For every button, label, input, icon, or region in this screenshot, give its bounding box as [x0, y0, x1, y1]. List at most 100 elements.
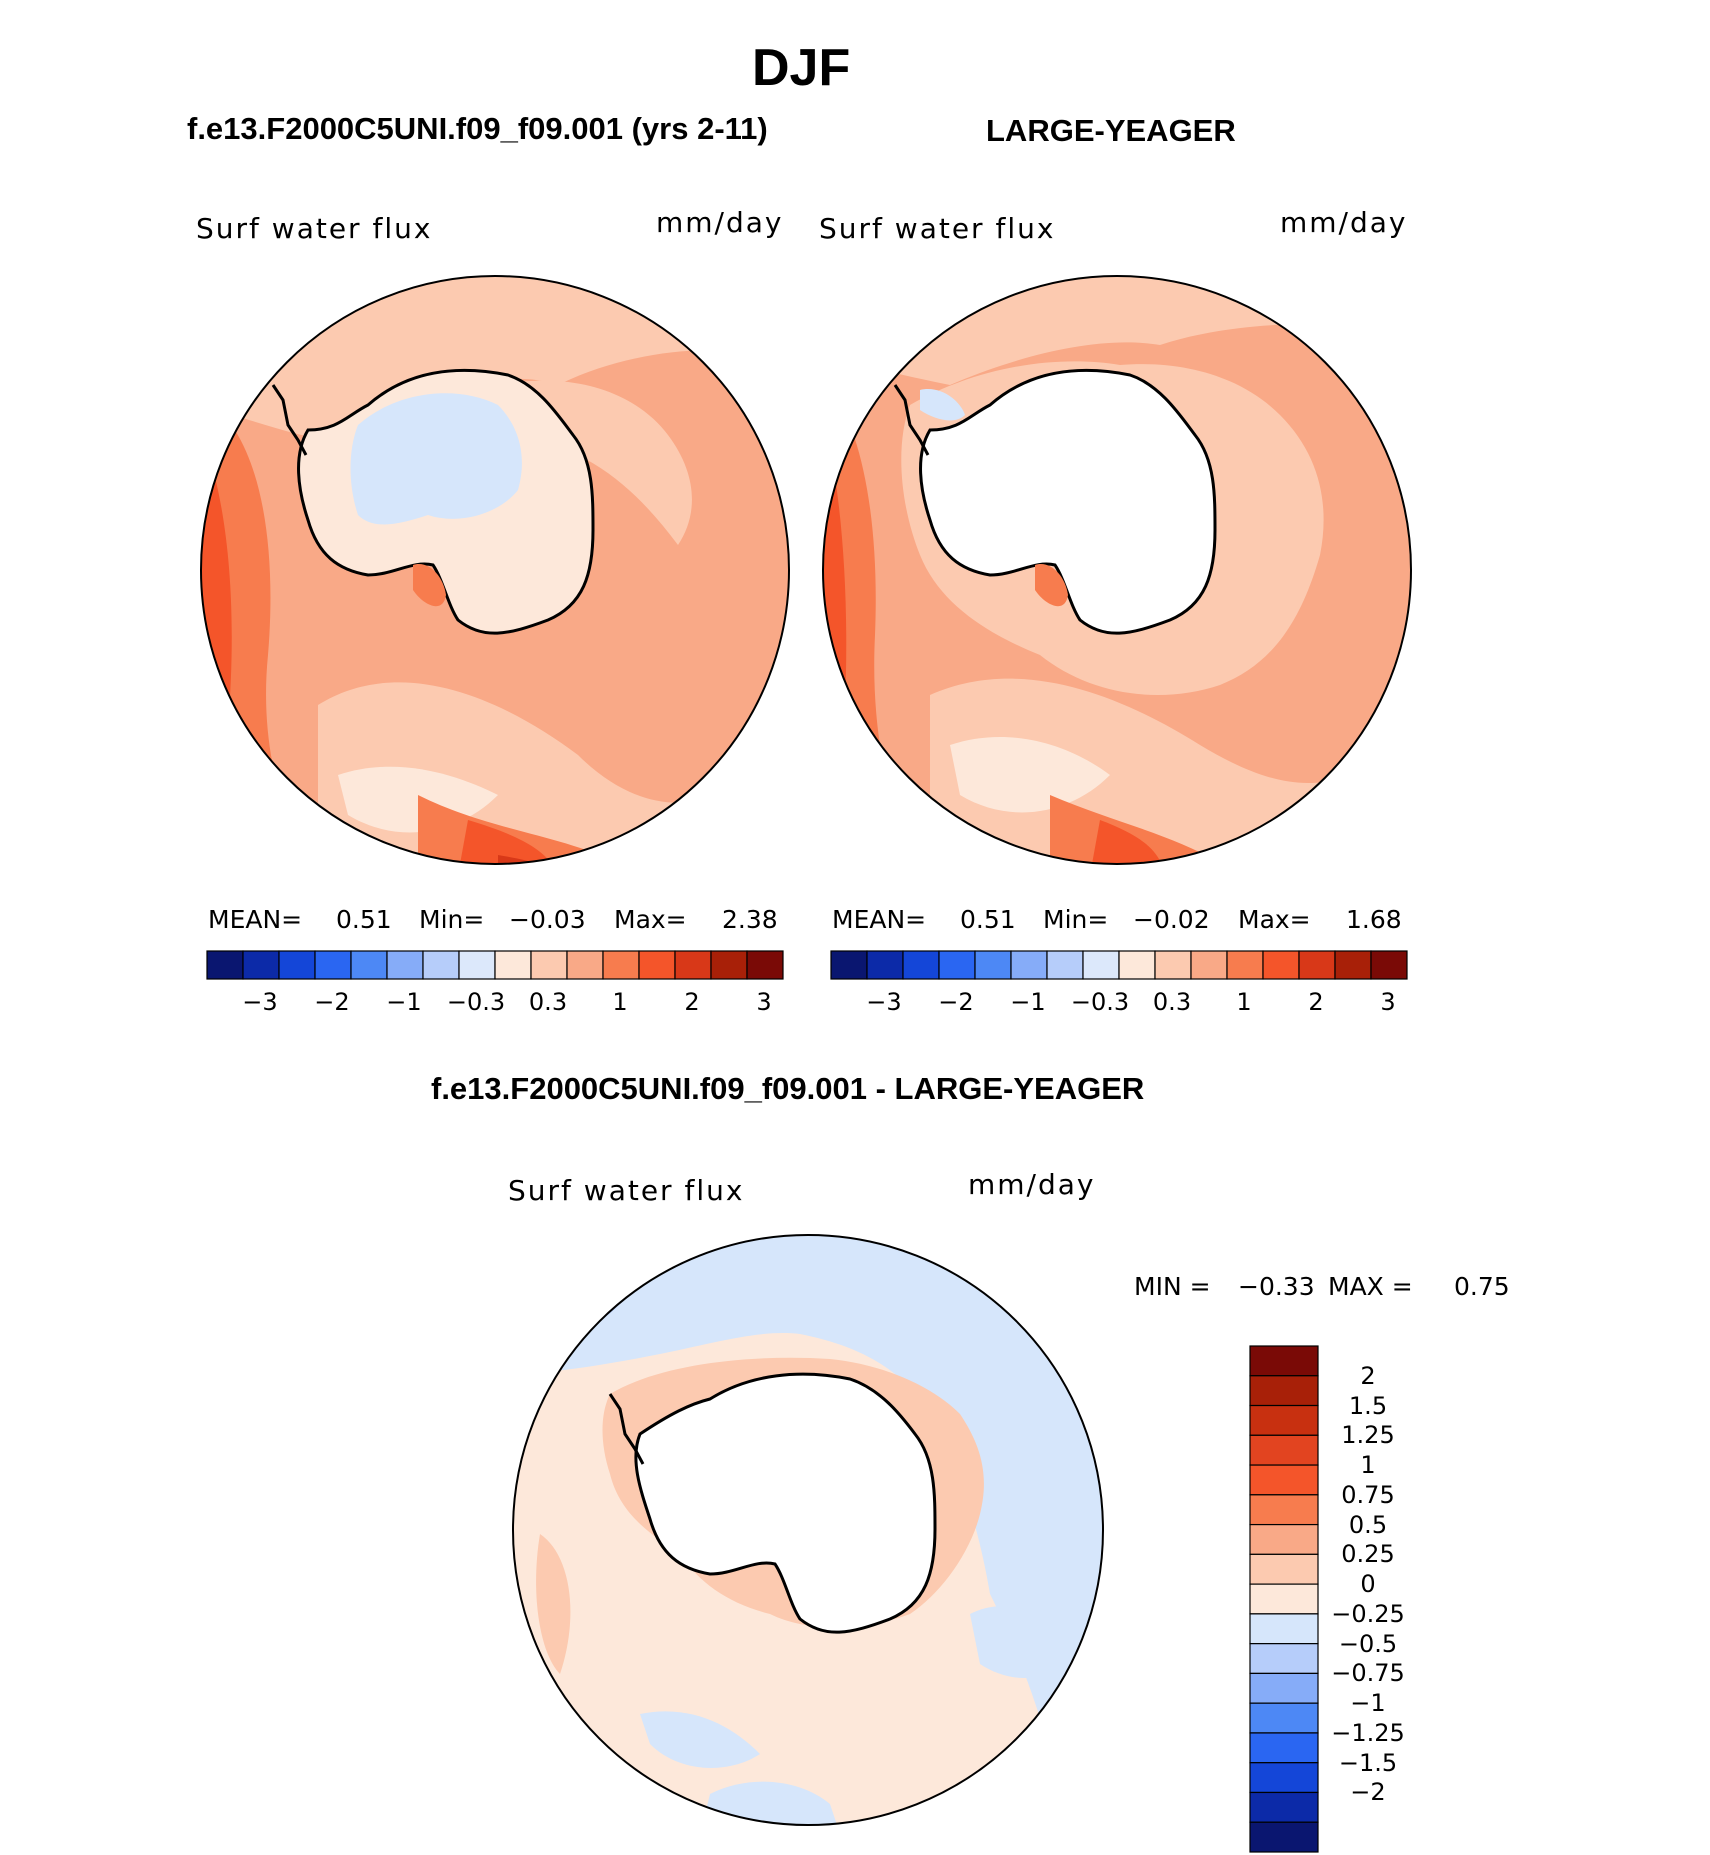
- colorbar-swatch: [1249, 1494, 1319, 1526]
- colorbar-swatch: [1249, 1523, 1319, 1555]
- colorbar-swatch: [422, 950, 460, 980]
- diff-min-label: MIN =: [1134, 1272, 1211, 1301]
- panel-2-map: [822, 275, 1412, 865]
- colorbar-swatch: [674, 950, 712, 980]
- colorbar-tick-label: 1.5: [1348, 1391, 1388, 1420]
- panel-2-variable: Surf water flux: [819, 212, 1056, 245]
- colorbar-tick-label: −3: [866, 988, 902, 1016]
- colorbar-tick-label: 1: [1236, 988, 1252, 1016]
- panel-2-max-label: Max=: [1238, 905, 1311, 934]
- panel-1-max: 2.38: [722, 905, 778, 934]
- colorbar-swatch: [830, 950, 868, 980]
- panel-1-map: [200, 275, 790, 865]
- panel-1-mean-label: MEAN=: [208, 905, 303, 934]
- colorbar-swatch: [386, 950, 424, 980]
- panel-2-min-label: Min=: [1043, 905, 1109, 934]
- diff-variable: Surf water flux: [508, 1174, 745, 1207]
- colorbar-swatch: [1249, 1672, 1319, 1704]
- colorbar-swatch: [1046, 950, 1084, 980]
- colorbar-swatch: [1249, 1553, 1319, 1585]
- colorbar-swatch: [1249, 1404, 1319, 1436]
- colorbar-swatch: [1249, 1345, 1319, 1377]
- colorbar-tick-label: −1: [1010, 988, 1046, 1016]
- colorbar-swatch: [938, 950, 976, 980]
- colorbar-swatch: [866, 950, 904, 980]
- panel-1-variable: Surf water flux: [196, 212, 433, 245]
- colorbar-swatch: [902, 950, 940, 980]
- panel-2-max: 1.68: [1346, 905, 1402, 934]
- colorbar-swatch: [1249, 1702, 1319, 1734]
- antarctica-continent: [271, 368, 595, 635]
- colorbar-swatch: [710, 950, 748, 980]
- colorbar-tick-label: −0.5: [1338, 1629, 1398, 1658]
- colorbar-tick-label: −1.5: [1338, 1748, 1398, 1777]
- diff-header: f.e13.F2000C5UNI.f09_f09.001 - LARGE-YEA…: [431, 1071, 1145, 1106]
- colorbar-swatch: [566, 950, 604, 980]
- colorbar-swatch: [746, 950, 784, 980]
- colorbar-swatch: [494, 950, 532, 980]
- colorbar-tick-label: 3: [756, 988, 772, 1016]
- colorbar-swatch: [278, 950, 316, 980]
- colorbar-swatch: [1190, 950, 1228, 980]
- colorbar-swatch: [1298, 950, 1336, 980]
- antarctica-continent: [893, 368, 1217, 635]
- panel-2-colorbar: [830, 950, 1408, 980]
- panel-2-min: −0.02: [1133, 905, 1210, 934]
- colorbar-swatch: [602, 950, 640, 980]
- colorbar-tick-label: −1: [1350, 1689, 1386, 1718]
- colorbar-swatch: [1082, 950, 1120, 980]
- colorbar-swatch: [242, 950, 280, 980]
- colorbar-tick-label: −2: [1350, 1778, 1386, 1807]
- colorbar-swatch: [1249, 1643, 1319, 1675]
- colorbar-swatch: [1334, 950, 1372, 980]
- colorbar-swatch: [1154, 950, 1192, 980]
- colorbar-tick-label: 0.75: [1341, 1480, 1395, 1509]
- colorbar-swatch: [206, 950, 244, 980]
- colorbar-tick-label: 3: [1380, 988, 1396, 1016]
- panel-2-mean-label: MEAN=: [832, 905, 927, 934]
- diff-units: mm/day: [968, 1168, 1096, 1201]
- colorbar-swatch: [1249, 1762, 1319, 1794]
- colorbar-tick-label: −0.25: [1331, 1599, 1405, 1628]
- colorbar-swatch: [1249, 1583, 1319, 1615]
- diff-colorbar-ticks: 2 1.5 1.25 1 0.75 0.5 0.25 0 −0.25 −0.5 −0.75 −1 −1.…: [1320, 1345, 1440, 1855]
- colorbar-swatch: [458, 950, 496, 980]
- colorbar-tick-label: −0.75: [1331, 1659, 1405, 1688]
- colorbar-tick-label: 1: [1360, 1451, 1376, 1480]
- colorbar-tick-label: 0: [1360, 1570, 1376, 1599]
- colorbar-tick-label: 0.3: [528, 988, 568, 1016]
- colorbar-tick-label: −2: [938, 988, 974, 1016]
- colorbar-swatch: [974, 950, 1012, 980]
- colorbar-swatch: [1249, 1375, 1319, 1407]
- colorbar-tick-label: −3: [242, 988, 278, 1016]
- colorbar-tick-label: 2: [684, 988, 700, 1016]
- panel-1-min-label: Min=: [419, 905, 485, 934]
- colorbar-swatch: [1249, 1821, 1319, 1853]
- panel-2-header: LARGE-YEAGER: [986, 113, 1236, 148]
- colorbar-tick-label: −2: [314, 988, 350, 1016]
- panel-2-units: mm/day: [1280, 206, 1408, 239]
- antarctica-continent: [608, 1372, 937, 1634]
- panel-1-max-label: Max=: [614, 905, 687, 934]
- colorbar-swatch: [1249, 1613, 1319, 1645]
- colorbar-tick-label: 2: [1360, 1361, 1376, 1390]
- diff-max-label: MAX =: [1328, 1272, 1413, 1301]
- diff-max: 0.75: [1454, 1272, 1510, 1301]
- colorbar-swatch: [1249, 1791, 1319, 1823]
- colorbar-swatch: [350, 950, 388, 980]
- colorbar-tick-label: −1: [386, 988, 422, 1016]
- colorbar-swatch: [1370, 950, 1408, 980]
- colorbar-swatch: [1249, 1434, 1319, 1466]
- colorbar-tick-label: 1: [612, 988, 628, 1016]
- diff-colorbar: [1249, 1345, 1319, 1853]
- season-title: DJF: [752, 39, 851, 97]
- colorbar-swatch: [1118, 950, 1156, 980]
- diff-min: −0.33: [1238, 1272, 1315, 1301]
- colorbar-swatch: [1226, 950, 1264, 980]
- colorbar-swatch: [1262, 950, 1300, 980]
- colorbar-tick-label: 0.3: [1152, 988, 1192, 1016]
- colorbar-tick-label: −1.25: [1331, 1718, 1405, 1747]
- diff-map: [512, 1234, 1104, 1826]
- colorbar-swatch: [530, 950, 568, 980]
- panel-1-colorbar: [206, 950, 784, 980]
